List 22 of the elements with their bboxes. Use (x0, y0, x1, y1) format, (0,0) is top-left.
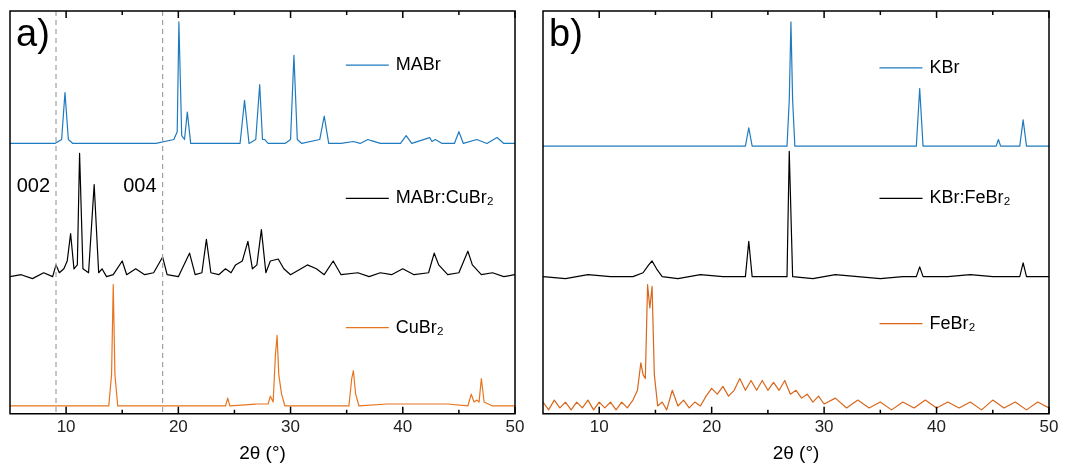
x-tick-label: 20 (702, 416, 722, 436)
legend-label: KBr:FeBr₂ (929, 187, 1011, 208)
x-tick-label: 30 (814, 416, 834, 436)
x-axis-title: 2θ (°) (772, 441, 820, 463)
x-tick-label: 50 (1039, 416, 1059, 436)
x-tick-label: 10 (589, 416, 609, 436)
annotation: b) (549, 12, 583, 55)
legend-label: KBr (929, 56, 960, 77)
x-tick-label: 30 (281, 416, 301, 436)
x-tick-label: 20 (168, 416, 188, 436)
legend-label: FeBr₂ (929, 312, 976, 333)
legend-label: MABr:CuBr₂ (395, 187, 494, 208)
x-tick-label: 50 (505, 416, 525, 436)
legend-label: CuBr₂ (395, 316, 444, 337)
x-axis-title: 2θ (°) (239, 441, 286, 463)
annotation: 002 (16, 174, 51, 197)
x-tick-label: 10 (56, 416, 76, 436)
annotation: 004 (123, 174, 157, 197)
x-tick-label: 40 (393, 416, 413, 436)
x-tick-label: 40 (927, 416, 947, 436)
legend-label: MABr (395, 54, 441, 75)
annotation: a) (16, 12, 50, 55)
